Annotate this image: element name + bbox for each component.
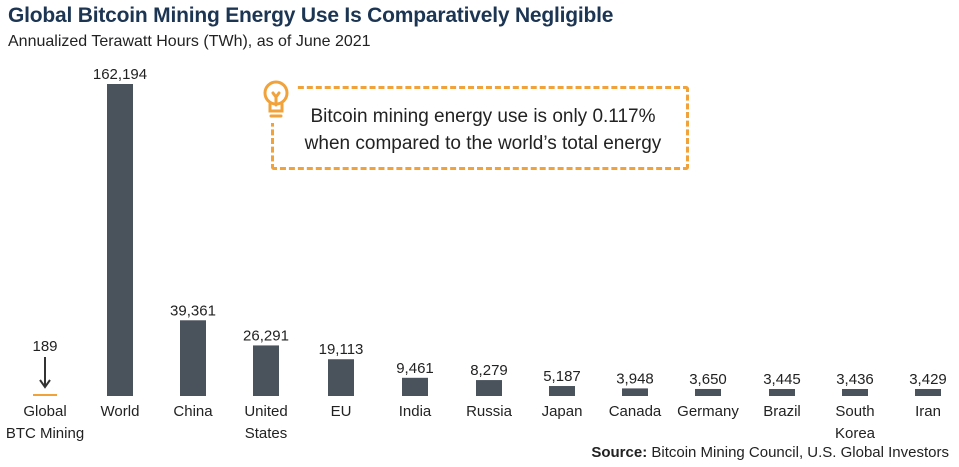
- source-label: Source:: [591, 444, 648, 461]
- value-label-iran: 3,429: [909, 371, 947, 388]
- category-label-global-btc-mining: Global: [23, 403, 66, 420]
- value-label-india: 9,461: [396, 360, 434, 377]
- bar-russia: [476, 380, 502, 396]
- callout-box: Bitcoin mining energy use is only 0.117%…: [256, 75, 689, 170]
- category-label-eu: EU: [331, 403, 352, 420]
- category-label-germany: Germany: [677, 403, 739, 420]
- category-label-south-korea: Korea: [835, 425, 876, 442]
- bar-global-btc-mining: [33, 394, 57, 396]
- bar-brazil: [769, 389, 795, 396]
- bar-germany: [695, 388, 721, 396]
- category-label-brazil: Brazil: [763, 403, 801, 420]
- down-arrow-icon: [39, 357, 51, 389]
- value-label-global-btc-mining: 189: [32, 338, 57, 355]
- bar-china: [180, 320, 206, 396]
- value-label-eu: 19,113: [319, 341, 364, 358]
- value-label-world: 162,194: [93, 66, 147, 83]
- bar-canada: [622, 388, 648, 396]
- callout-text: Bitcoin mining energy use is only 0.117%…: [304, 106, 662, 154]
- category-label-united-states: States: [245, 425, 288, 442]
- value-label-china: 39,361: [170, 302, 216, 319]
- value-label-russia: 8,279: [470, 362, 508, 379]
- category-label-global-btc-mining: BTC Mining: [6, 425, 84, 442]
- bar-iran: [915, 389, 941, 396]
- value-label-japan: 5,187: [543, 368, 581, 385]
- value-label-brazil: 3,445: [763, 371, 801, 388]
- value-label-united-states: 26,291: [243, 327, 289, 344]
- category-label-south-korea: South: [835, 403, 874, 420]
- bar-india: [402, 377, 428, 396]
- chart-title: Global Bitcoin Mining Energy Use Is Comp…: [8, 4, 614, 27]
- category-label-russia: Russia: [466, 403, 513, 420]
- category-label-canada: Canada: [609, 403, 662, 420]
- value-label-germany: 3,650: [689, 371, 727, 388]
- bar-eu: [328, 359, 354, 396]
- category-label-china: China: [173, 403, 213, 420]
- lightbulb-icon: [256, 75, 296, 123]
- source-note: Source: Bitcoin Mining Council, U.S. Glo…: [591, 444, 949, 461]
- value-label-canada: 3,948: [616, 370, 654, 387]
- bar-japan: [549, 386, 575, 396]
- bar-world: [107, 84, 133, 396]
- category-label-united-states: United: [244, 403, 287, 420]
- category-label-india: India: [399, 403, 432, 420]
- source-text: Bitcoin Mining Council, U.S. Global Inve…: [647, 444, 949, 461]
- chart-subtitle: Annualized Terawatt Hours (TWh), as of J…: [8, 33, 371, 50]
- category-label-japan: Japan: [542, 403, 583, 420]
- bar-united-states: [253, 345, 279, 396]
- value-label-south-korea: 3,436: [836, 371, 874, 388]
- category-label-iran: Iran: [915, 403, 941, 420]
- bar-south-korea: [842, 389, 868, 396]
- category-label-world: World: [101, 403, 140, 420]
